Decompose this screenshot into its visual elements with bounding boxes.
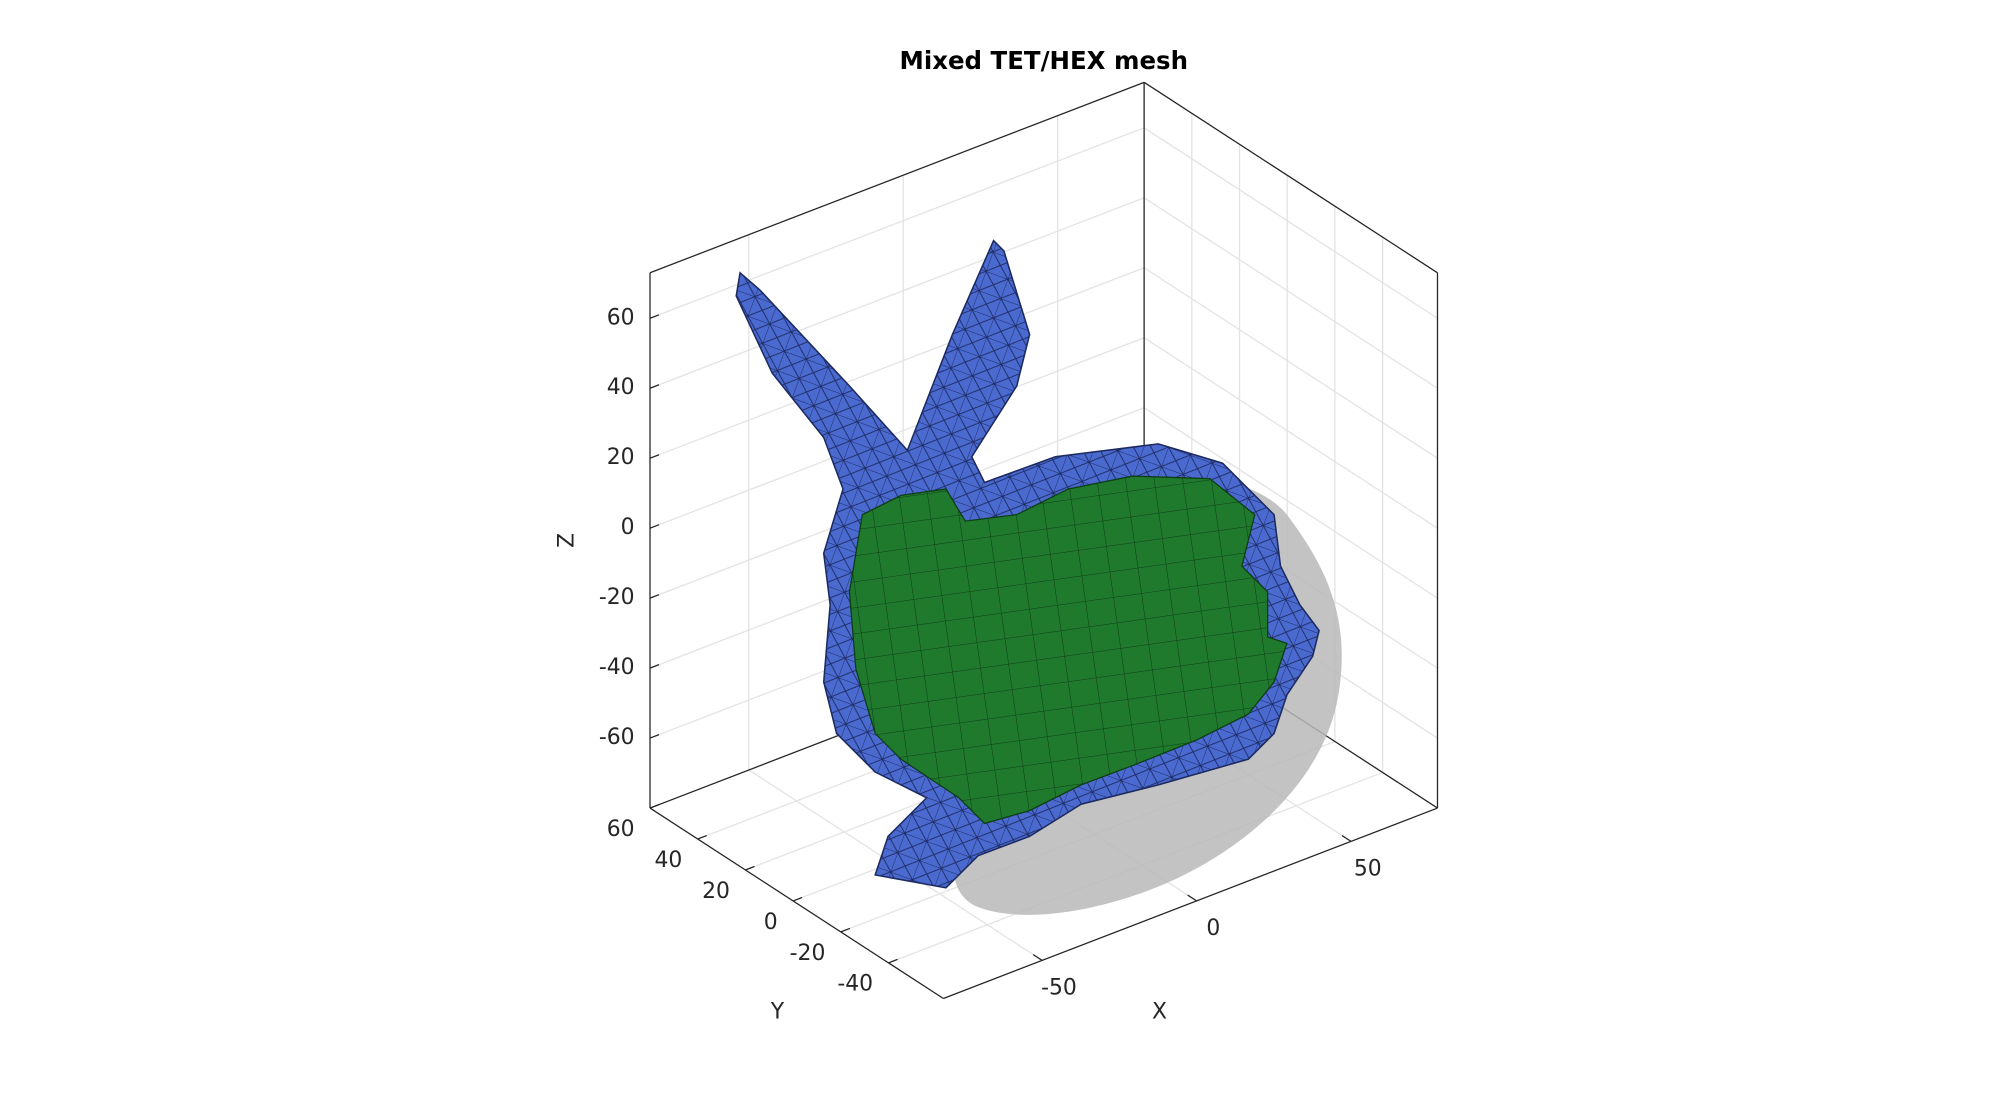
grid-line — [1143, 127, 1438, 319]
grid-line — [1143, 407, 1438, 599]
tick-mark — [1187, 894, 1197, 902]
tick-mark — [649, 384, 660, 389]
x-tick-label: 0 — [1206, 916, 1220, 941]
grid-line — [1143, 197, 1438, 389]
axis-line — [649, 81, 1145, 274]
tick-mark — [697, 834, 707, 840]
z-tick-label: -40 — [599, 655, 635, 680]
grid-line — [649, 267, 1145, 459]
z-tick-label: -60 — [599, 725, 635, 750]
tick-mark — [649, 454, 660, 459]
y-tick-label: 40 — [654, 848, 682, 873]
grid-line — [1143, 267, 1438, 459]
y-axis-label: Y — [770, 1000, 785, 1025]
y-tick-label: -20 — [790, 941, 826, 966]
grid-line — [649, 197, 1145, 389]
tick-mark — [649, 524, 660, 529]
chart-title: Mixed TET/HEX mesh — [900, 46, 1188, 75]
tick-mark — [1341, 835, 1352, 842]
y-tick-label: 60 — [607, 817, 635, 842]
z-tick-label: 20 — [607, 445, 635, 470]
axis-line — [1143, 81, 1438, 274]
tick-mark — [745, 865, 755, 871]
grid-line — [1143, 337, 1438, 529]
z-axis-label: Z — [555, 533, 580, 548]
bunny-mesh — [735, 239, 1342, 915]
y-tick-label: 20 — [702, 879, 730, 904]
axis-labels: X Y Z -60 -40 -20 0 20 40 60 -40 -20 0 20 40 60 -50 0 5… — [555, 305, 1382, 1024]
tick-mark — [840, 927, 851, 933]
z-tick-label: 40 — [607, 375, 635, 400]
y-tick-label: -40 — [837, 972, 873, 997]
tick-mark — [888, 958, 898, 964]
z-tick-label: 0 — [621, 515, 635, 540]
x-tick-label: -50 — [1041, 976, 1077, 1001]
y-tick-label: 0 — [764, 910, 778, 935]
tick-mark — [649, 594, 660, 599]
tick-mark — [649, 314, 660, 319]
axis-line — [943, 807, 1438, 1000]
tick-mark — [1032, 954, 1043, 961]
axis-line — [649, 807, 944, 1000]
x-axis-label: X — [1152, 1000, 1167, 1025]
z-tick-label: -20 — [599, 585, 635, 610]
x-tick-label: 50 — [1354, 857, 1382, 882]
tick-mark — [649, 803, 660, 809]
hex-mesh — [848, 475, 1288, 825]
grid-line — [649, 337, 1145, 529]
z-tick-label: 60 — [607, 305, 635, 330]
tick-mark — [649, 664, 660, 669]
tick-mark — [649, 734, 660, 739]
tick-mark — [792, 896, 803, 902]
grid-line — [649, 127, 1145, 319]
